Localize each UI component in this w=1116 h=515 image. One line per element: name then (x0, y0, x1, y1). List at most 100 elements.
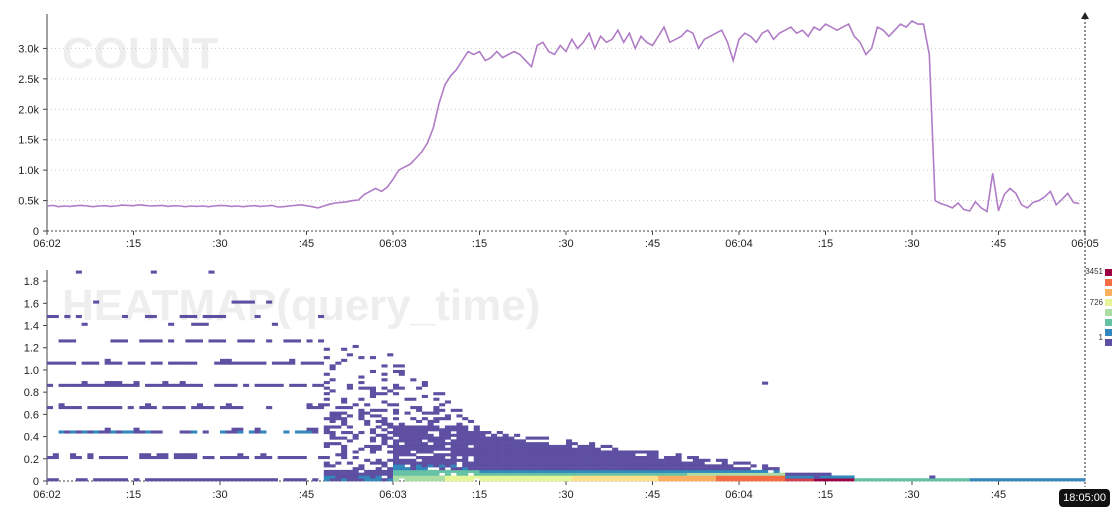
y-tick-label: 0.5k (18, 196, 39, 208)
heatmap-cell (47, 478, 54, 482)
heatmap-cell (560, 469, 567, 473)
heatmap-cell (710, 464, 717, 468)
heatmap-cell (346, 439, 353, 443)
heatmap-cell (341, 431, 348, 435)
y-tick-label: 2.0k (18, 104, 39, 116)
heatmap-cell (346, 469, 353, 473)
heatmap-cell (369, 386, 376, 390)
heatmap-cell (393, 464, 400, 468)
heatmap-cell (519, 458, 526, 462)
heatmap-cell (179, 381, 186, 385)
heatmap-cell (231, 478, 238, 482)
heatmap-cell (577, 478, 584, 482)
heatmap-cell (260, 456, 267, 460)
heatmap-cell (271, 322, 278, 326)
heatmap-cell (410, 467, 417, 471)
heatmap-cell (629, 450, 636, 454)
heatmap-cell (687, 469, 694, 473)
heatmap-cell (179, 314, 186, 319)
heatmap-cell (508, 450, 515, 454)
heatmap-cell (416, 450, 423, 454)
heatmap-cell (444, 417, 451, 421)
heatmap-cell (571, 478, 578, 482)
heatmap-cell (323, 475, 330, 479)
heatmap-cell (813, 478, 821, 482)
heatmap-cell (640, 458, 648, 462)
heatmap-cell (444, 469, 451, 473)
heatmap-cell (127, 361, 134, 365)
heatmap-cell (329, 436, 336, 440)
heatmap-cell (312, 430, 319, 434)
heatmap-cell (848, 478, 855, 482)
heatmap-cell (554, 475, 561, 479)
heatmap-cell (185, 339, 192, 343)
heatmap-cell (427, 411, 434, 415)
heatmap-cell (364, 422, 371, 426)
heatmap-cell (335, 411, 342, 415)
heatmap-cell (110, 430, 117, 434)
heatmap-cell (306, 403, 313, 407)
heatmap-cell (398, 433, 405, 437)
heatmap-cell (687, 478, 694, 482)
heatmap-cell (692, 458, 699, 462)
heatmap-cell (404, 469, 411, 473)
heatmap-cells (47, 270, 1086, 482)
heatmap-cell (375, 414, 382, 418)
heatmap-cell (173, 453, 180, 457)
heatmap-cell (381, 464, 388, 468)
x-tick-label: 06:03 (379, 238, 407, 250)
heatmap-cell (508, 436, 515, 440)
heatmap-cell (364, 419, 371, 423)
heatmap-cell (254, 383, 261, 387)
heatmap-cell (606, 464, 613, 468)
heatmap-cell (640, 478, 648, 482)
heatmap-cell (358, 475, 365, 479)
heatmap-cell (185, 383, 192, 387)
heatmap-cell (225, 478, 232, 482)
heatmap-cell (560, 478, 567, 482)
heatmap-cell (525, 453, 532, 457)
heatmap-cell (698, 478, 705, 482)
heatmap-cell (1067, 478, 1074, 482)
heatmap-cell (375, 408, 382, 412)
heatmap-cell (145, 453, 152, 457)
heatmap-cell (283, 339, 290, 343)
heatmap-cell (168, 478, 175, 482)
heatmap-cell (398, 472, 405, 476)
heatmap-cell (237, 478, 244, 482)
heatmap-cell (150, 406, 157, 410)
heatmap-cell (127, 430, 134, 434)
heatmap-cell (479, 444, 486, 448)
heatmap-cell (196, 403, 203, 407)
heatmap-cell (508, 472, 515, 476)
heatmap-cell (635, 475, 642, 479)
heatmap-cell (629, 475, 636, 479)
heatmap-cell (473, 425, 480, 429)
heatmap-cell (467, 431, 475, 435)
heatmap-cell (623, 469, 630, 473)
heatmap-cell (589, 469, 596, 473)
heatmap-cell (669, 456, 676, 460)
heatmap-cell (583, 475, 590, 479)
heatmap-cell (364, 411, 371, 415)
heatmap-cell (162, 456, 169, 460)
heatmap-cell (496, 469, 503, 473)
heatmap-cell (341, 469, 348, 473)
heatmap-cell (514, 475, 521, 479)
heatmap-cell (393, 478, 400, 482)
heatmap-cell (404, 450, 411, 454)
heatmap-cell (421, 428, 428, 432)
heatmap-cell (220, 456, 227, 460)
heatmap-cell (560, 467, 567, 471)
heatmap-cell (404, 436, 411, 440)
heatmap-cell (52, 456, 59, 460)
heatmap-cell (704, 472, 711, 476)
heatmap-cell (387, 472, 394, 476)
heatmap-cell (600, 472, 607, 476)
heatmap-cell (456, 478, 463, 482)
heatmap-cell (260, 478, 267, 482)
heatmap-cell (364, 458, 371, 462)
heatmap-cell (496, 450, 503, 454)
heatmap-cell (664, 472, 671, 476)
heatmap-cell (444, 400, 451, 404)
